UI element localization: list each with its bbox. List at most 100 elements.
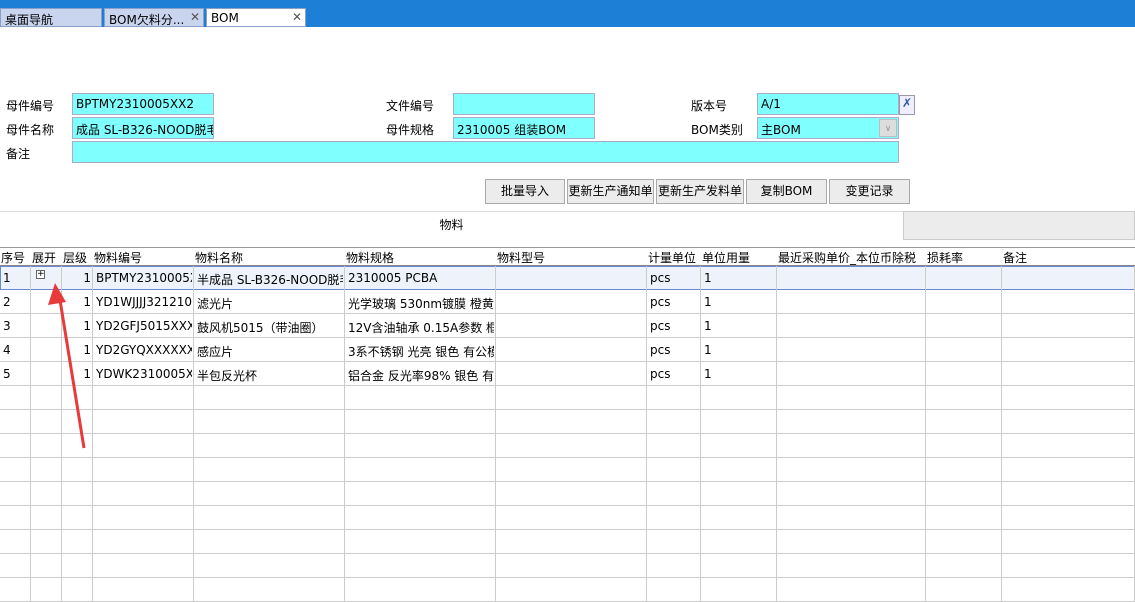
grid-line: [92, 554, 93, 578]
text-input[interactable]: [453, 93, 595, 115]
grid-line: [700, 290, 701, 314]
table-row[interactable]: [0, 362, 1135, 386]
button[interactable]: 变更记录: [829, 179, 910, 204]
text-input[interactable]: BPTMY2310005XX2: [72, 93, 214, 115]
grid-line: [495, 506, 496, 530]
column-header: 物料编号: [93, 249, 194, 266]
table-cell: 1: [83, 343, 91, 357]
button[interactable]: 批量导入: [485, 179, 565, 204]
table-cell: 鼓风机5015（带油圈）: [197, 321, 324, 335]
text-input[interactable]: 成品 SL-B326-NOOD脱毛: [72, 117, 214, 139]
grid-line: [495, 458, 496, 482]
section-tab[interactable]: 物料: [0, 211, 903, 240]
grid-line: [495, 554, 496, 578]
grid-line: [776, 530, 777, 554]
column-header: 层级: [62, 249, 93, 266]
grid-line: [776, 554, 777, 578]
grid-line: [92, 530, 93, 554]
table-cell: 半包反光杯: [197, 369, 258, 383]
table-cell: 1: [704, 367, 712, 381]
grid-line: [92, 338, 93, 362]
grid-line: [344, 506, 345, 530]
text-input[interactable]: 2310005 组装BOM: [453, 117, 595, 139]
column-header: 最近采购单价_本位币除税: [777, 249, 926, 266]
grid-line: [30, 482, 31, 506]
tab[interactable]: BOM: [206, 8, 306, 27]
table-cell: 1: [704, 295, 712, 309]
grid-line: [495, 482, 496, 506]
table-cell: 3系不锈钢 光亮 银色 有公模: [348, 345, 494, 359]
empty-row: [0, 458, 1135, 482]
grid-line: [193, 434, 194, 458]
table-cell: 3: [3, 319, 11, 333]
grid-line: [344, 290, 345, 314]
grid-line: [30, 314, 31, 338]
grid-line: [700, 458, 701, 482]
expand-toggle[interactable]: +: [36, 270, 45, 279]
section-tab-strip: [903, 211, 1135, 240]
table-row[interactable]: [0, 338, 1135, 362]
grid-line: [925, 434, 926, 458]
text-input[interactable]: A/1: [757, 93, 899, 115]
empty-row: [0, 386, 1135, 410]
table-row[interactable]: [0, 266, 1135, 290]
grid-line: [344, 554, 345, 578]
arrow-layer: [48, 283, 86, 449]
table-cell: 光学玻璃 530nm镀膜 橙黄色: [348, 297, 494, 311]
tab-close[interactable]: ✕: [190, 10, 201, 24]
grid-line: [344, 362, 345, 386]
table-cell: pcs: [650, 367, 671, 381]
grid-line: [776, 506, 777, 530]
grid-line: [92, 290, 93, 314]
table-cell: YD2GFJ5015XXXX: [96, 319, 192, 333]
table-row[interactable]: [0, 314, 1135, 338]
grid-line: [193, 386, 194, 410]
grid-line: [646, 506, 647, 530]
text-input[interactable]: [72, 141, 899, 163]
grid-line: [30, 410, 31, 434]
grid-line: [646, 458, 647, 482]
button[interactable]: 更新生产通知单: [567, 179, 654, 204]
grid-line: [30, 458, 31, 482]
grid-line: [193, 506, 194, 530]
grid-line: [1001, 554, 1002, 578]
grid-line: [61, 386, 62, 410]
table-cell: 1: [704, 319, 712, 333]
table-cell: YD2GYQXXXXXXX: [96, 343, 192, 357]
column-header: 备注: [1002, 249, 1135, 266]
grid-line: [92, 458, 93, 482]
tab[interactable]: 桌面导航: [0, 8, 102, 27]
button[interactable]: 更新生产发料单: [656, 179, 744, 204]
grid-line: [193, 410, 194, 434]
text-input[interactable]: 主BOM: [757, 117, 899, 139]
grid-line: [646, 314, 647, 338]
grid-line: [700, 434, 701, 458]
annotation-arrow: [58, 299, 86, 449]
grid-line: [61, 554, 62, 578]
grid-line: [495, 530, 496, 554]
grid-line: [193, 314, 194, 338]
grid-line: [925, 554, 926, 578]
table-cell: pcs: [650, 271, 671, 285]
grid-line: [30, 386, 31, 410]
column-header: 物料规格: [345, 249, 496, 266]
grid-line: [700, 554, 701, 578]
grid-line: [193, 338, 194, 362]
dropdown-arrow[interactable]: ∨: [879, 119, 897, 137]
button[interactable]: 复制BOM: [746, 179, 827, 204]
grid-line: [193, 362, 194, 386]
tab-close[interactable]: ✕: [292, 10, 303, 24]
grid-line: [700, 314, 701, 338]
table-cell: 感应片: [197, 345, 234, 359]
table-row[interactable]: [0, 290, 1135, 314]
grid-line: [495, 290, 496, 314]
table-cell: YD1WJJJJ321210: [96, 295, 192, 309]
grid-line: [700, 506, 701, 530]
clear-button[interactable]: ✗: [899, 95, 915, 115]
tab[interactable]: BOM欠料分...: [104, 8, 204, 27]
grid-line: [1001, 506, 1002, 530]
grid-line: [495, 434, 496, 458]
grid-line: [92, 482, 93, 506]
grid-line: [61, 314, 62, 338]
grid-line: [925, 410, 926, 434]
